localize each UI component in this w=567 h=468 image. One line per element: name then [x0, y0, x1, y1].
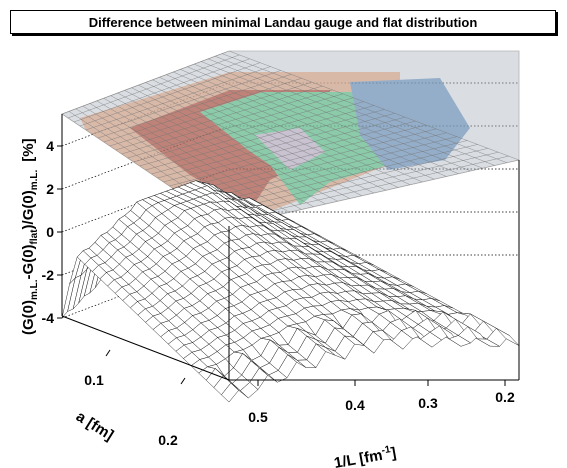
x-axis: 0.5 0.4 0.3 0.2 [248, 380, 515, 425]
x-tick-label: 0.3 [418, 395, 438, 411]
x-tick-label: 0.5 [248, 409, 268, 425]
y-axis: 0.1 0.2 [84, 349, 186, 448]
z-tick-label: -4 [42, 310, 55, 326]
y-tick-label: 0.1 [84, 372, 104, 388]
y-tick-mark [180, 377, 186, 385]
y-tick-mark [105, 349, 111, 357]
contour-projection [61, 50, 520, 227]
chart-title: Difference between minimal Landau gauge … [10, 10, 556, 34]
x-tick-label: 0.2 [495, 389, 515, 405]
z-tick-label: 0 [46, 224, 54, 240]
z-tick-label: 4 [46, 138, 54, 154]
y-axis-title: a [fm] [73, 408, 117, 444]
z-tick-label: -2 [42, 267, 55, 283]
lattice-surface [61, 180, 520, 403]
z-axis-title: (G(0)m.L.-G(0)flat)/G(0)m.L.[%] [20, 138, 40, 335]
z-axis: -4 -2 0 2 4 [42, 138, 62, 326]
x-tick-label: 0.4 [345, 397, 365, 413]
y-tick-label: 0.2 [158, 432, 178, 448]
z-tick-label: 2 [46, 181, 54, 197]
box-frame [61, 114, 520, 381]
x-axis-title: 1/L [fm-1] [333, 443, 398, 468]
